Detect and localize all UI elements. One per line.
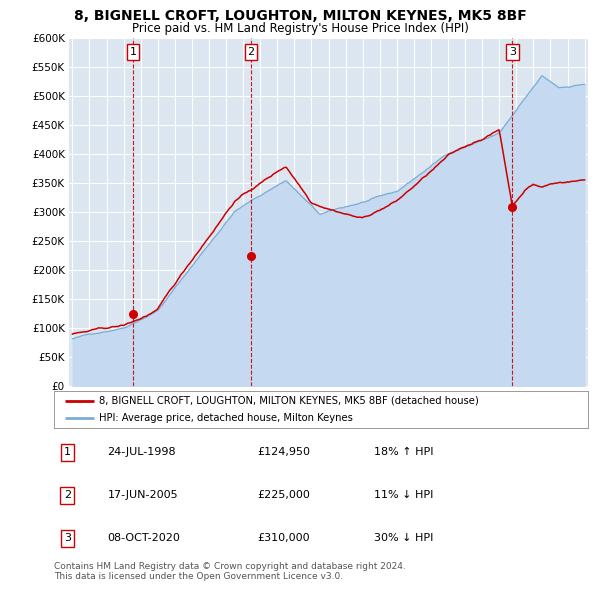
Text: 3: 3 (509, 47, 516, 57)
Text: Contains HM Land Registry data © Crown copyright and database right 2024.
This d: Contains HM Land Registry data © Crown c… (54, 562, 406, 581)
Text: 18% ↑ HPI: 18% ↑ HPI (374, 447, 434, 457)
Text: 08-OCT-2020: 08-OCT-2020 (107, 533, 180, 543)
Text: £225,000: £225,000 (257, 490, 310, 500)
Text: Price paid vs. HM Land Registry's House Price Index (HPI): Price paid vs. HM Land Registry's House … (131, 22, 469, 35)
Text: 8, BIGNELL CROFT, LOUGHTON, MILTON KEYNES, MK5 8BF (detached house): 8, BIGNELL CROFT, LOUGHTON, MILTON KEYNE… (100, 396, 479, 406)
Text: 2: 2 (64, 490, 71, 500)
Text: £124,950: £124,950 (257, 447, 310, 457)
Text: 11% ↓ HPI: 11% ↓ HPI (374, 490, 434, 500)
Text: 1: 1 (130, 47, 137, 57)
Text: 24-JUL-1998: 24-JUL-1998 (107, 447, 176, 457)
Text: 17-JUN-2005: 17-JUN-2005 (107, 490, 178, 500)
Text: HPI: Average price, detached house, Milton Keynes: HPI: Average price, detached house, Milt… (100, 414, 353, 424)
Text: £310,000: £310,000 (257, 533, 310, 543)
Text: 30% ↓ HPI: 30% ↓ HPI (374, 533, 434, 543)
Text: 8, BIGNELL CROFT, LOUGHTON, MILTON KEYNES, MK5 8BF: 8, BIGNELL CROFT, LOUGHTON, MILTON KEYNE… (74, 9, 526, 23)
Text: 3: 3 (64, 533, 71, 543)
Text: 1: 1 (64, 447, 71, 457)
Text: 2: 2 (247, 47, 254, 57)
